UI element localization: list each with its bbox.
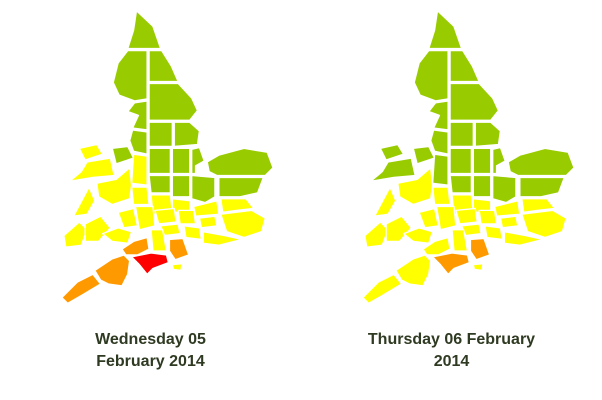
region-essex xyxy=(520,198,555,213)
region-cambridgeshire xyxy=(491,174,517,204)
map-date-label-day2: Thursday 06 February 2014 xyxy=(368,329,535,373)
region-powys xyxy=(95,167,132,206)
region-suffolk xyxy=(217,176,264,198)
region-oxfordshire xyxy=(454,207,478,225)
region-kent xyxy=(219,209,266,239)
region-gwent xyxy=(417,207,439,229)
region-leicestershire xyxy=(171,174,190,198)
region-cambridgeshire xyxy=(190,174,216,204)
region-west-yorkshire xyxy=(147,121,173,148)
region-cornwall xyxy=(60,273,101,305)
region-east-riding xyxy=(474,121,501,148)
region-devon xyxy=(394,254,431,287)
region-herefordshire xyxy=(431,186,451,206)
region-hampshire xyxy=(168,237,189,261)
region-shropshire xyxy=(431,153,449,186)
region-herefordshire xyxy=(130,186,150,206)
region-somerset xyxy=(421,236,451,256)
region-surrey xyxy=(483,225,503,241)
region-durham xyxy=(448,49,480,83)
region-cumbria xyxy=(413,49,449,102)
region-glamorgan xyxy=(402,227,433,244)
region-pembrokeshire xyxy=(62,221,88,248)
region-cornwall xyxy=(361,273,402,305)
region-pembrokeshire xyxy=(363,221,389,248)
region-glamorgan xyxy=(101,227,132,244)
region-staffordshire xyxy=(448,174,472,194)
region-northumberland xyxy=(427,10,462,50)
region-derbyshire xyxy=(147,147,171,175)
region-buckinghamshire xyxy=(176,209,196,225)
region-hampshire xyxy=(469,237,490,261)
map-date-label-day1: Wednesday 05 February 2014 xyxy=(95,329,206,373)
region-bedfordshire xyxy=(493,200,520,217)
region-leicestershire xyxy=(472,174,491,198)
region-east-riding xyxy=(173,121,200,148)
region-buckinghamshire xyxy=(477,209,497,225)
region-lancashire xyxy=(427,100,449,131)
date-line-2: February 2014 xyxy=(96,353,205,370)
england-wales-map-day2 xyxy=(361,10,575,305)
region-ceredigion xyxy=(72,186,95,217)
region-nottinghamshire xyxy=(472,147,491,175)
region-norfolk xyxy=(507,147,575,177)
region-west-yorkshire xyxy=(448,121,474,148)
region-cumbria xyxy=(112,49,148,102)
region-london xyxy=(499,215,519,229)
region-gwynedd xyxy=(68,157,115,182)
england-wales-map-day1 xyxy=(60,10,274,305)
region-somerset xyxy=(120,236,150,256)
region-cheshire xyxy=(128,129,148,155)
region-nottinghamshire xyxy=(171,147,190,175)
region-staffordshire xyxy=(147,174,171,194)
date-line-1: Wednesday 05 xyxy=(95,331,206,348)
date-line-1: Thursday 06 February xyxy=(367,331,536,348)
region-lincolnshire xyxy=(491,146,506,175)
region-powys xyxy=(396,167,433,206)
region-derbyshire xyxy=(448,147,472,175)
region-sussex xyxy=(503,231,544,246)
region-suffolk xyxy=(518,176,565,198)
region-anglesey xyxy=(78,143,103,161)
region-dorset xyxy=(130,252,169,275)
region-wiltshire xyxy=(450,229,468,252)
region-surrey xyxy=(182,225,202,241)
region-gloucestershire xyxy=(435,205,457,231)
region-norfolk xyxy=(206,147,274,177)
region-northumberland xyxy=(126,10,161,50)
region-sussex xyxy=(202,231,243,246)
region-isle-of-wight xyxy=(171,262,183,272)
date-line-2: 2014 xyxy=(433,353,470,370)
region-gloucestershire xyxy=(134,205,156,231)
region-gwynedd xyxy=(369,157,416,182)
region-cheshire xyxy=(429,129,449,155)
region-ceredigion xyxy=(373,186,396,217)
region-isle-of-wight xyxy=(472,262,484,272)
region-north-yorkshire xyxy=(448,82,499,121)
region-essex xyxy=(219,198,254,213)
region-devon xyxy=(93,254,130,287)
region-lincolnshire xyxy=(190,146,205,175)
region-anglesey xyxy=(379,143,404,161)
region-dorset xyxy=(431,252,470,275)
region-kent xyxy=(520,209,567,239)
region-gwent xyxy=(116,207,138,229)
region-conwy xyxy=(111,145,134,165)
region-shropshire xyxy=(130,153,148,186)
map-panel-day2: Thursday 06 February 2014 xyxy=(301,0,602,400)
region-wiltshire xyxy=(149,229,167,252)
region-conwy xyxy=(412,145,435,165)
region-lancashire xyxy=(126,100,148,131)
region-durham xyxy=(147,49,179,83)
region-north-yorkshire xyxy=(147,82,198,121)
region-oxfordshire xyxy=(153,207,177,225)
region-london xyxy=(198,215,218,229)
map-panel-day1: Wednesday 05 February 2014 xyxy=(60,10,274,373)
region-bedfordshire xyxy=(192,200,219,217)
